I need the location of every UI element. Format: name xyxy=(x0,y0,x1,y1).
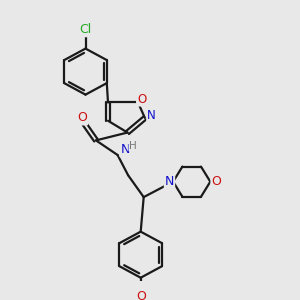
Text: H: H xyxy=(129,141,137,151)
Text: N: N xyxy=(120,143,130,156)
Text: N: N xyxy=(147,109,156,122)
Text: Cl: Cl xyxy=(80,23,92,36)
Text: O: O xyxy=(77,111,87,124)
Text: N: N xyxy=(165,175,174,188)
Text: O: O xyxy=(136,290,146,300)
Text: O: O xyxy=(212,175,221,188)
Text: O: O xyxy=(137,93,146,106)
